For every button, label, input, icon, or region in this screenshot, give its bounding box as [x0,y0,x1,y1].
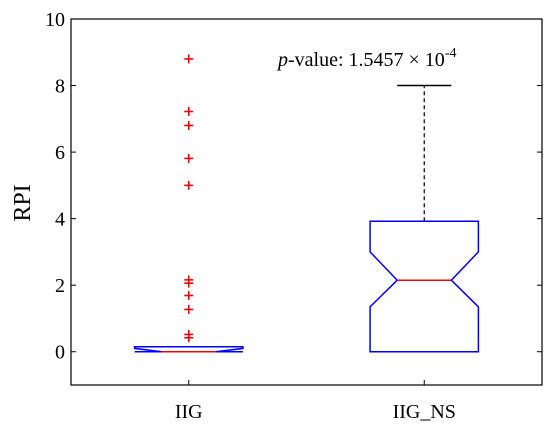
outlier-marker [184,304,194,314]
outlier-marker [184,290,194,300]
outlier-marker [184,275,194,285]
box-iig [133,54,244,353]
outlier-marker [184,329,194,339]
p-value-exponent: -4 [445,46,457,61]
outlier-marker [184,180,194,190]
y-tick-label: 4 [55,209,65,231]
y-ticks: 0 2 4 6 8 10 IIG IIG_NS [45,9,542,423]
y-tick-label: 10 [45,9,65,31]
outlier-marker [184,153,194,163]
p-value-annotation: p-value: 1.5457 × 10-4 [276,46,456,71]
notched-box [133,345,244,353]
y-tick-label: 2 [55,275,65,297]
x-tick-label: IIG [175,401,203,423]
x-tick-label: IIG_NS [393,401,456,423]
outlier-marker [184,106,194,116]
y-tick-label: 6 [55,142,65,164]
outlier-marker [184,54,194,64]
outlier-marker [184,120,194,130]
plot-frame [70,18,543,386]
boxes [133,54,480,353]
axes [70,18,543,386]
y-tick-label: 8 [55,76,65,98]
box-iig-ns [369,84,480,353]
y-tick-label: 0 [55,342,65,364]
y-axis-title: RPI [10,184,36,221]
notched-box [369,220,480,353]
